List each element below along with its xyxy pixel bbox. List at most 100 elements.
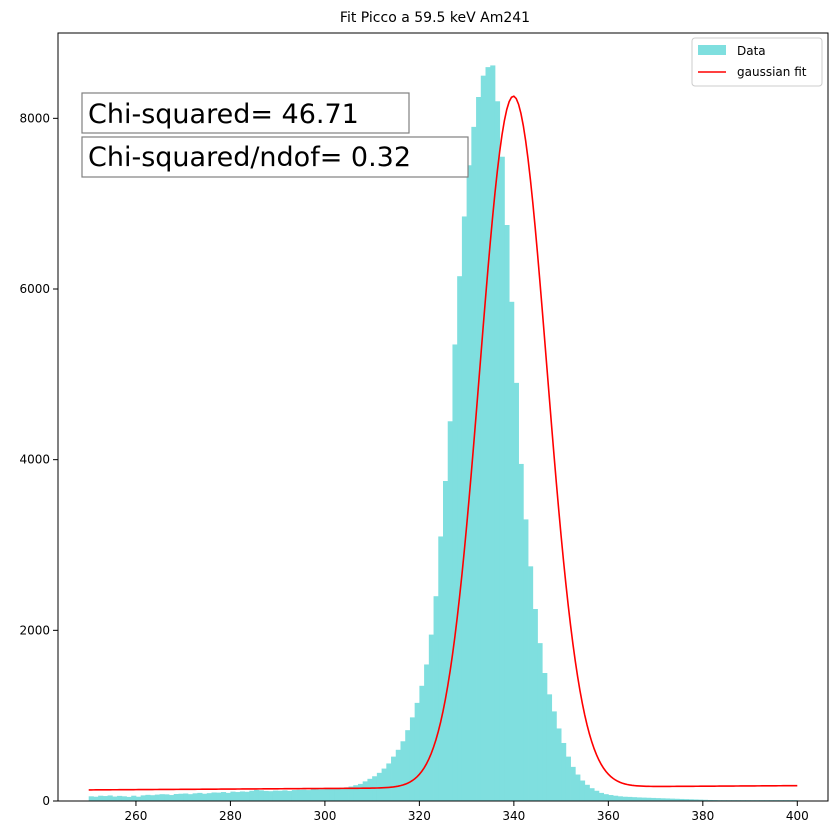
y-tick-label: 4000 (19, 453, 50, 467)
histogram-bar (362, 781, 368, 801)
histogram-bar (263, 790, 269, 801)
histogram-bar (513, 382, 519, 801)
histogram-bar (112, 796, 118, 801)
histogram-bar (565, 756, 571, 801)
histogram-bar (381, 768, 387, 801)
histogram-bar (613, 795, 619, 801)
x-axis: 260 280 300 320 340 360 380 400 (124, 801, 809, 823)
histogram-bar (131, 795, 137, 801)
annotation-chi-squared-ndof: Chi-squared/ndof= 0.32 (81, 136, 469, 178)
histogram-bar (457, 276, 463, 801)
histogram-bar (197, 792, 203, 801)
histogram-bar (589, 788, 595, 801)
histogram-bar (579, 780, 586, 801)
histogram-bar (471, 126, 477, 801)
histogram-bar (452, 344, 458, 801)
histogram-bar (272, 790, 279, 801)
histogram-bar (405, 730, 411, 801)
histogram-bar (679, 798, 685, 801)
histogram-bar (641, 797, 647, 801)
histogram-bar (688, 799, 694, 801)
histogram-bar (570, 766, 576, 801)
histogram-bar (126, 796, 132, 801)
annotation-chi-squared-ndof-text: Chi-squared/ndof= 0.32 (88, 142, 411, 173)
histogram-bar (216, 792, 222, 801)
histogram-bar (320, 789, 326, 801)
plot-frame (57, 32, 829, 802)
histogram-bar (220, 792, 227, 801)
histogram-bar (154, 794, 160, 801)
histogram-bar (636, 797, 642, 801)
histogram-bar (608, 795, 614, 801)
histogram-bar (542, 673, 548, 801)
histogram-bar (603, 794, 609, 801)
histogram-bar (117, 795, 123, 801)
histogram-bar (178, 793, 184, 801)
histogram-bar (301, 789, 307, 801)
histogram-bar (88, 796, 94, 801)
histogram-bar (537, 643, 543, 801)
histogram-bar (339, 787, 345, 801)
histogram-bar (546, 694, 553, 801)
histogram-bar (485, 67, 491, 802)
histogram-bar (206, 793, 212, 801)
histogram-bar (575, 774, 581, 801)
y-tick-label: 2000 (19, 623, 50, 637)
histogram-bar (334, 788, 340, 801)
histogram-bar (140, 795, 146, 801)
histogram-bar (617, 796, 623, 801)
histogram-bar (150, 795, 156, 801)
histogram-bar (433, 596, 439, 801)
annotation-chi-squared: Chi-squared= 46.71 (81, 92, 410, 134)
histogram-bar (230, 791, 236, 801)
chart-title: Fit Picco a 59.5 keV Am241 (340, 10, 530, 26)
histogram-bar (159, 794, 165, 801)
histogram-bar (698, 799, 704, 801)
histogram-bar (551, 711, 557, 801)
annotation-chi-squared-ndof-box (81, 136, 469, 178)
annotation-chi-squared-box (81, 92, 410, 134)
histogram-bar (466, 165, 472, 801)
x-tick-label: 380 (691, 809, 714, 823)
histogram-bar (376, 772, 382, 801)
histogram-bar (480, 75, 486, 801)
histogram-bar (693, 799, 699, 801)
histogram-bar (296, 789, 302, 801)
histogram-bar (665, 798, 671, 801)
histogram-bar (183, 793, 189, 801)
y-tick-label: 8000 (19, 111, 50, 125)
y-axis: 0 2000 4000 6000 8000 (19, 111, 58, 808)
histogram-bar (707, 799, 713, 801)
histogram-bar (395, 749, 401, 801)
histogram-bar (121, 796, 127, 801)
histogram-bar (702, 799, 708, 801)
legend-label-data: Data (737, 44, 766, 58)
x-tick-label: 280 (219, 809, 242, 823)
x-tick-label: 320 (408, 809, 431, 823)
legend: Data gaussian fit (691, 37, 823, 87)
histogram-bar (254, 789, 260, 801)
histogram-bar (461, 216, 468, 801)
histogram-bar (646, 797, 652, 801)
histogram-bar (135, 796, 142, 801)
histogram-bar (660, 798, 666, 801)
y-tick-label: 6000 (19, 282, 50, 296)
histogram-bar (428, 634, 434, 801)
histogram-bar (447, 421, 453, 801)
histogram-bar (622, 796, 628, 801)
gaussian-fit-line (88, 95, 798, 791)
histogram-bars (88, 65, 798, 802)
histogram-bar (306, 790, 312, 801)
histogram-bar (258, 790, 264, 801)
histogram-bar (235, 792, 241, 801)
histogram-bar (249, 790, 255, 801)
x-tick-label: 260 (124, 809, 147, 823)
histogram-bar (202, 793, 208, 801)
histogram-bar (561, 742, 567, 801)
x-tick-label: 340 (502, 809, 525, 823)
histogram-bar (357, 783, 364, 801)
histogram-bar (102, 796, 109, 801)
histogram-bar (324, 788, 331, 801)
legend-label-fit: gaussian fit (737, 65, 807, 79)
